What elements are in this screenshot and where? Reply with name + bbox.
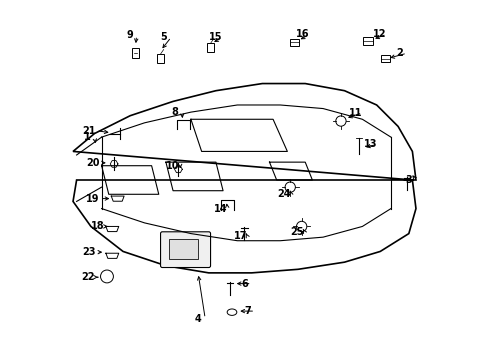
Text: 7: 7 bbox=[244, 306, 251, 316]
Text: 6: 6 bbox=[241, 279, 247, 289]
Text: 10: 10 bbox=[166, 161, 180, 171]
Text: 18: 18 bbox=[91, 221, 104, 231]
Text: 11: 11 bbox=[348, 108, 361, 118]
Bar bbox=[289, 39, 299, 46]
Text: 2: 2 bbox=[396, 48, 403, 58]
Text: 23: 23 bbox=[82, 247, 96, 257]
Bar bbox=[206, 43, 214, 52]
FancyBboxPatch shape bbox=[160, 232, 210, 267]
Bar bbox=[156, 54, 164, 63]
Text: 1: 1 bbox=[84, 132, 90, 142]
Text: 8: 8 bbox=[171, 107, 178, 117]
Text: 4: 4 bbox=[194, 314, 201, 324]
Bar bbox=[380, 55, 389, 62]
Text: 9: 9 bbox=[126, 30, 133, 40]
Text: 17: 17 bbox=[233, 231, 246, 242]
Text: 21: 21 bbox=[82, 126, 96, 136]
Text: 13: 13 bbox=[363, 139, 376, 149]
Text: 15: 15 bbox=[208, 32, 222, 42]
Text: 24: 24 bbox=[277, 189, 290, 199]
Text: 16: 16 bbox=[295, 29, 308, 39]
Text: 20: 20 bbox=[86, 158, 99, 168]
Text: 25: 25 bbox=[290, 227, 304, 237]
Text: 5: 5 bbox=[161, 32, 167, 42]
Text: 14: 14 bbox=[213, 203, 226, 213]
Text: 3: 3 bbox=[405, 175, 411, 185]
Text: 12: 12 bbox=[372, 29, 386, 39]
Bar bbox=[362, 37, 372, 45]
Text: 19: 19 bbox=[86, 194, 99, 203]
Bar bbox=[169, 239, 198, 258]
Text: 22: 22 bbox=[81, 272, 95, 282]
Bar bbox=[131, 48, 139, 58]
